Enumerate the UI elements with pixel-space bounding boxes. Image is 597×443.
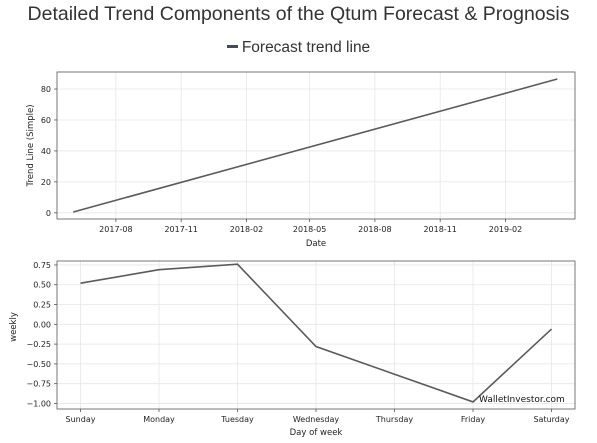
weekly-x-ticks: Sunday Monday Tuesday Wednesday Thursday Frid… <box>66 409 570 424</box>
weekly-x-tick-label: Thursday <box>375 415 413 424</box>
weekly-x-tick-label: Monday <box>143 415 175 424</box>
page-title: Detailed Trend Components of the Qtum Fo… <box>27 3 570 25</box>
watermark: WalletInvestor.com <box>479 395 565 405</box>
weekly-y-tick-label: 0.50 <box>33 281 51 290</box>
weekly-y-tick-label: −1.00 <box>26 399 51 408</box>
trend-chart: 2017-08 2017-11 2018-02 2018-05 2018-08 2018-… <box>26 71 576 249</box>
weekly-y-tick-label: −0.50 <box>26 360 51 369</box>
trend-x-axis-label: Date <box>306 239 326 249</box>
weekly-line <box>80 263 553 403</box>
weekly-x-tick-label: Friday <box>461 415 486 424</box>
weekly-gridlines <box>57 261 575 409</box>
weekly-x-tick-label: Sunday <box>66 415 96 424</box>
trend-x-tick-label: 2018-11 <box>423 225 456 234</box>
trend-x-tick-label: 2017-11 <box>164 225 197 234</box>
trend-line <box>73 78 558 213</box>
trend-x-tick-label: 2019-02 <box>489 225 522 234</box>
weekly-chart: Sunday Monday Tuesday Wednesday Thursday Frid… <box>9 260 576 438</box>
weekly-y-tick-label: −0.25 <box>26 340 51 349</box>
trend-y-tick-label: 80 <box>41 85 51 94</box>
weekly-x-tick-label: Wednesday <box>293 415 340 424</box>
trend-y-tick-label: 40 <box>41 147 51 156</box>
trend-y-tick-label: 60 <box>41 116 51 125</box>
trend-y-axis-label: Trend Line (Simple) <box>26 104 36 187</box>
trend-x-tick-label: 2018-02 <box>230 225 263 234</box>
legend-label: Forecast trend line <box>241 39 371 56</box>
trend-plot-frame <box>56 71 576 220</box>
legend: Forecast trend line <box>0 39 597 57</box>
trend-x-tick-label: 2017-08 <box>99 225 132 234</box>
trend-x-tick-label: 2018-08 <box>358 225 391 234</box>
weekly-y-tick-label: 0.25 <box>33 301 51 310</box>
trend-y-tick-label: 0 <box>46 209 51 218</box>
weekly-y-ticks: 0.75 0.50 0.25 0.00 −0.25 −0.50 −0.75 −1.00 <box>26 261 57 408</box>
weekly-y-tick-label: 0.75 <box>33 261 51 270</box>
weekly-y-tick-label: −0.75 <box>26 380 51 389</box>
weekly-x-tick-label: Saturday <box>533 415 569 424</box>
weekly-x-axis-label: Day of week <box>290 428 343 438</box>
trend-y-tick-label: 20 <box>41 178 51 187</box>
trend-gridlines <box>57 72 575 219</box>
weekly-x-tick-label: Tuesday <box>220 415 254 424</box>
weekly-y-tick-label: 0.00 <box>33 320 51 329</box>
legend-swatch <box>226 45 238 49</box>
trend-x-tick-label: 2018-05 <box>293 225 326 234</box>
trend-x-ticks: 2017-08 2017-11 2018-02 2018-05 2018-08 2018-… <box>99 219 522 234</box>
trend-y-ticks: 0 20 40 60 80 <box>41 85 57 218</box>
weekly-y-axis-label: weekly <box>9 312 19 342</box>
